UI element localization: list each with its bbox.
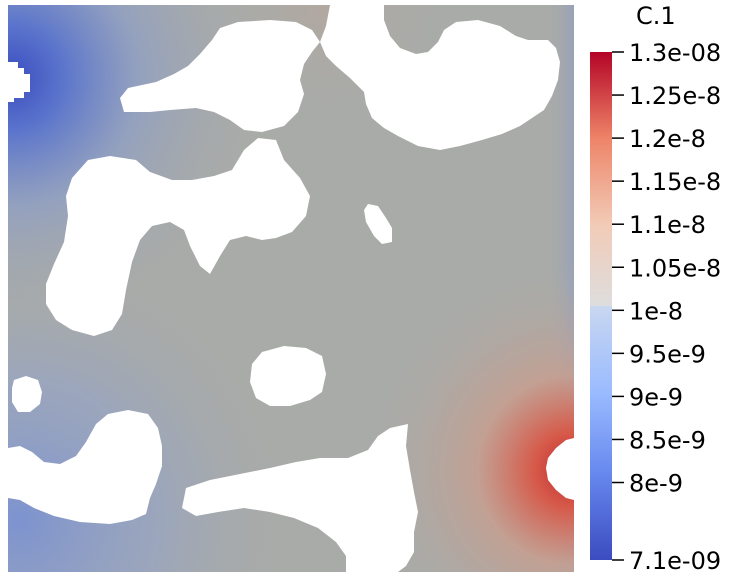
pore-left-small <box>12 376 42 412</box>
pore-bottom-band <box>182 424 418 572</box>
pore-small-center <box>364 204 392 244</box>
colorbar-tick-label: 1.1e-8 <box>629 211 706 239</box>
colorbar-tick-label: 1.15e-8 <box>629 168 721 196</box>
colorbar-tick-label: 1.05e-8 <box>629 254 721 282</box>
colorbar-tick-label: 1e-8 <box>629 297 683 325</box>
colorbar-tick-label: 9e-9 <box>629 383 683 411</box>
pore-left-large <box>46 138 310 336</box>
colorbar-tick-label: 1.25e-8 <box>629 82 721 110</box>
pore-right-notch <box>546 438 574 500</box>
pore-center-oval <box>250 346 326 406</box>
colorbar-title: C.1 <box>636 2 676 30</box>
colorbar-tick-label: 1.2e-8 <box>629 125 706 153</box>
pore-regions <box>8 5 574 572</box>
colorbar-ticks: 1.25e-8 1.2e-8 1.15e-8 1.1e-8 1.05e-8 1e-8 9.5… <box>612 82 721 498</box>
pore-bottom-left <box>8 410 162 524</box>
colorbar-gradient <box>590 52 612 560</box>
colorbar-tick-label: 9.5e-9 <box>629 340 706 368</box>
colorbar-tick-label: 8.5e-9 <box>629 426 706 454</box>
pore-top-left-notch <box>8 62 30 102</box>
pore-top-center <box>120 20 320 132</box>
colorbar-tick-label: 8e-9 <box>629 470 683 498</box>
color-legend: C.1 1.3e-08 7.1e-09 1.25e-8 1.2e-8 1.15e-8… <box>590 2 721 575</box>
colorbar-max-label: 1.3e-08 <box>629 39 721 67</box>
colorbar-min-label: 7.1e-09 <box>629 547 721 575</box>
pore-top-right <box>320 5 560 150</box>
